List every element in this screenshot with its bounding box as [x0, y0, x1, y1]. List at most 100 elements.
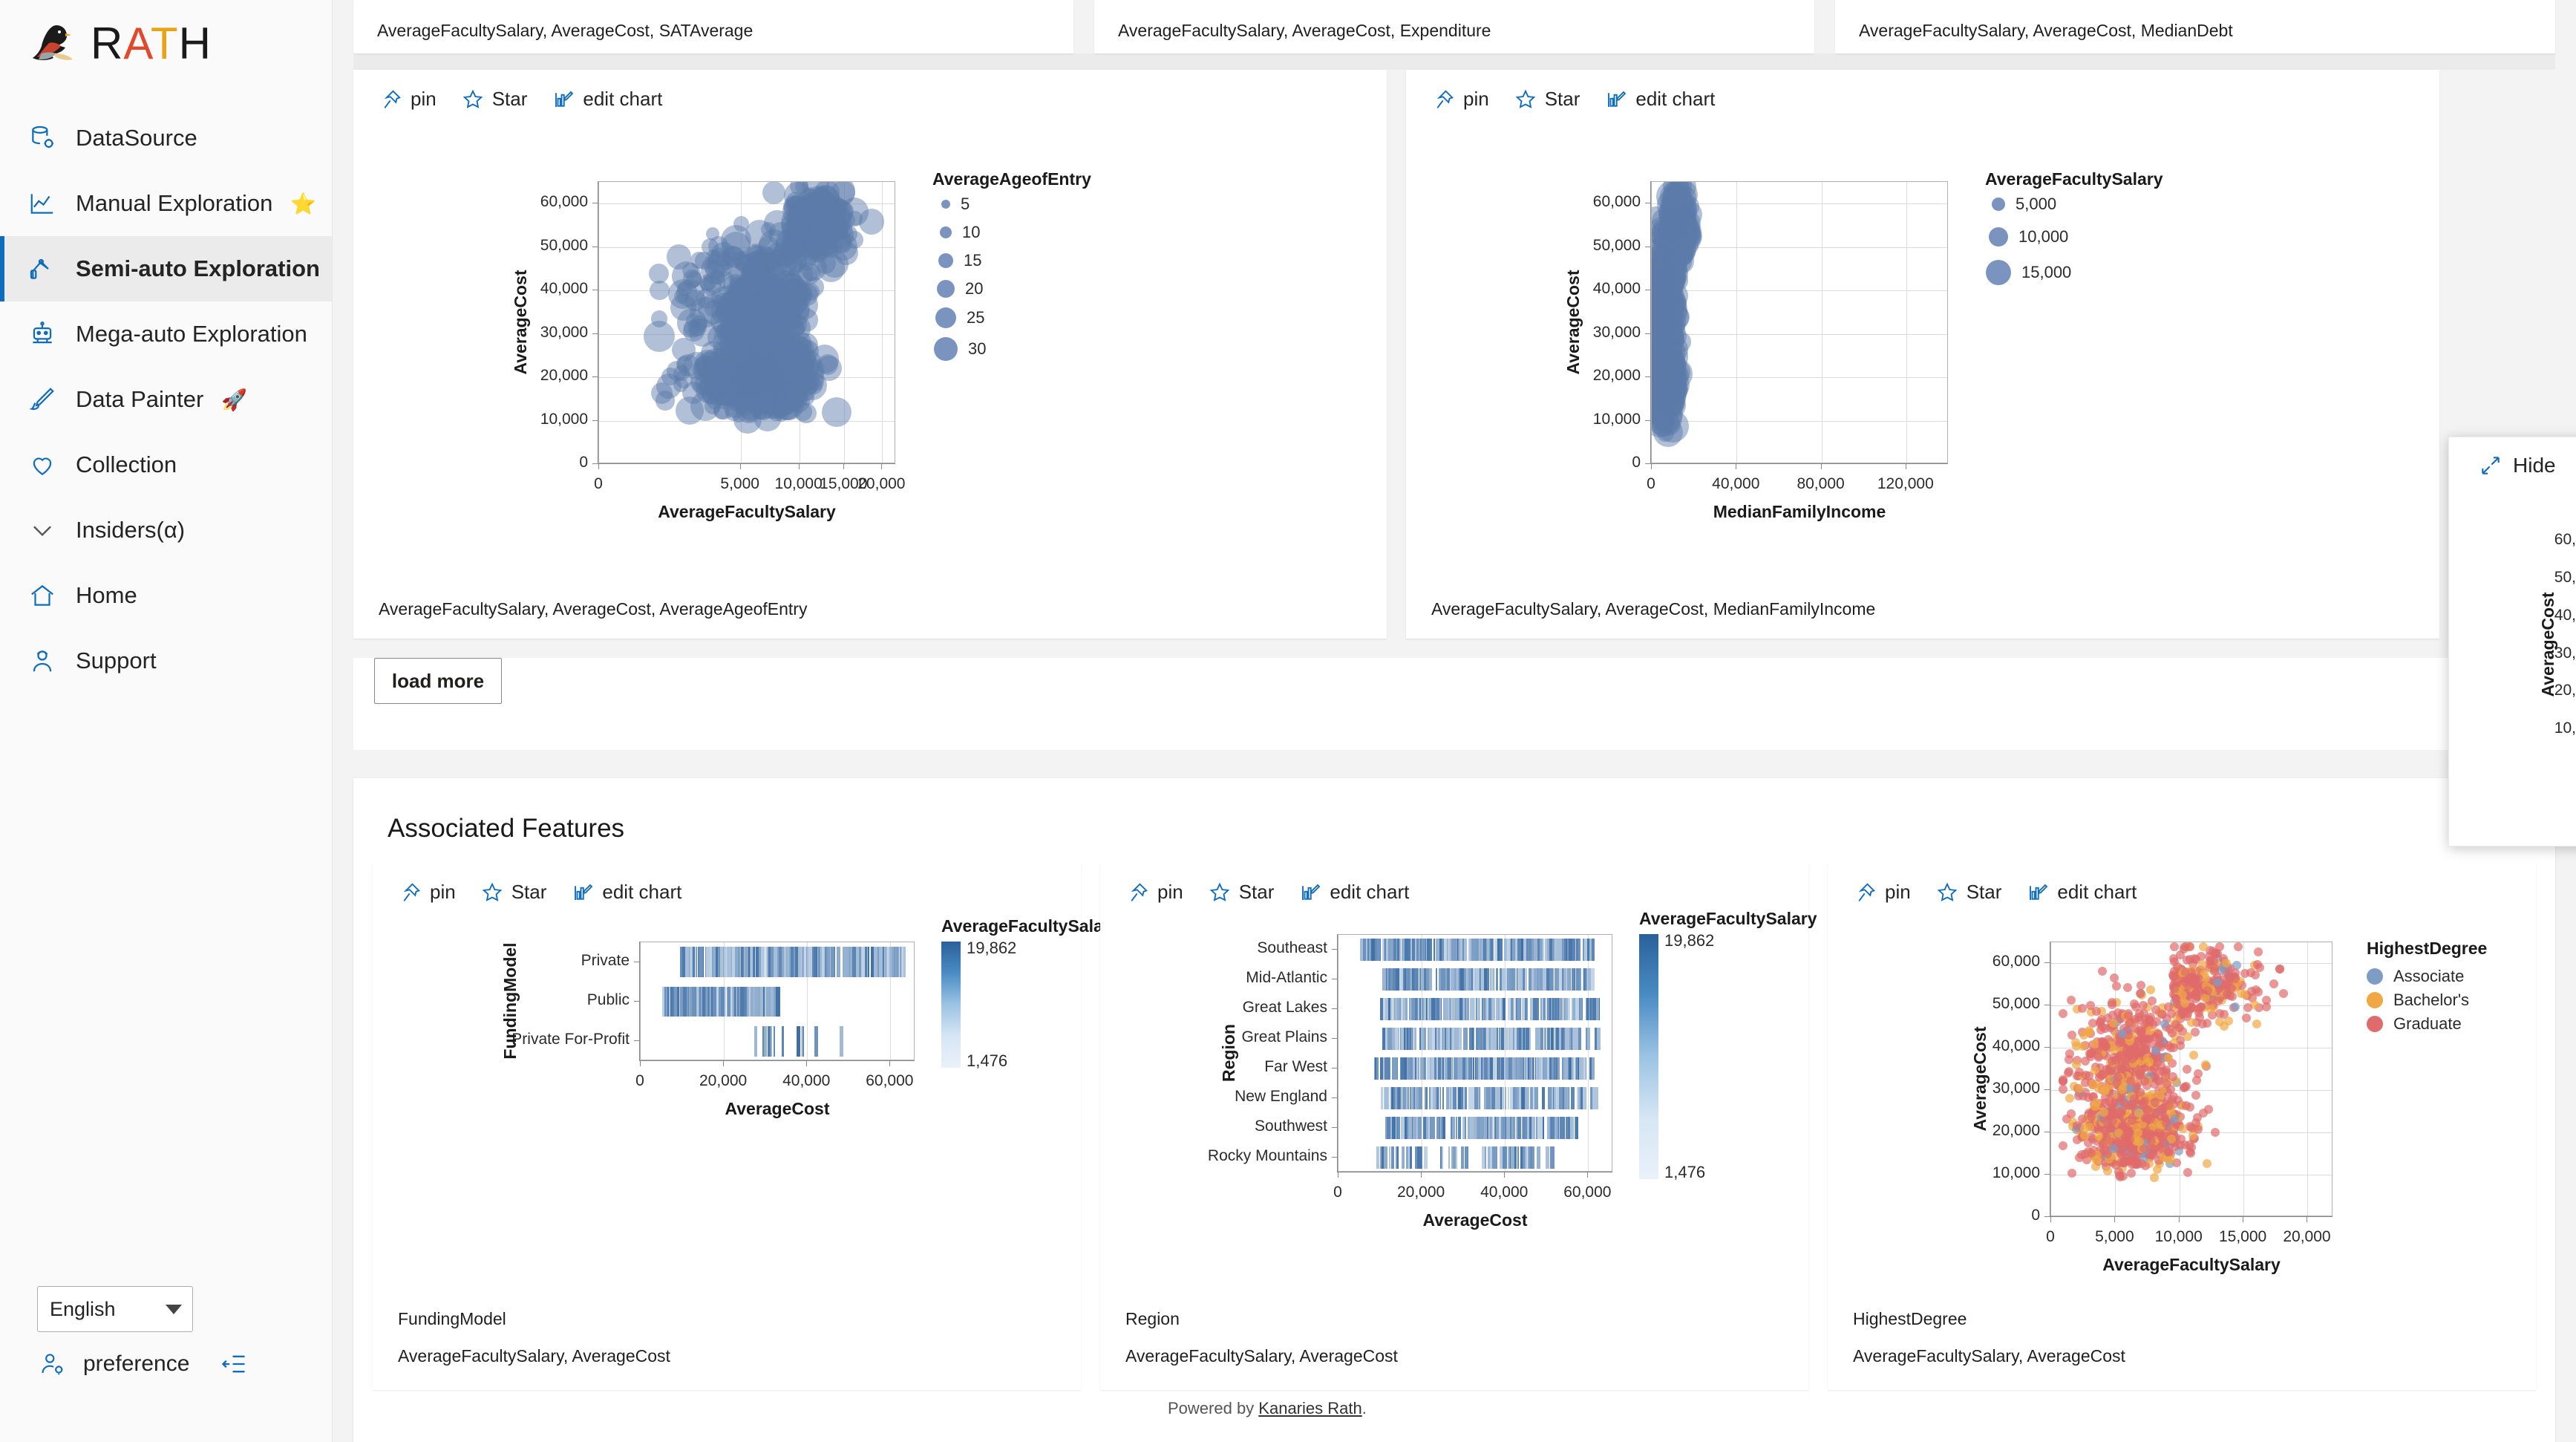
data-point [744, 340, 765, 361]
strip-mark [1384, 1146, 1388, 1169]
sidebar-item-collection[interactable]: Collection [0, 432, 332, 497]
star-button[interactable]: Star [462, 88, 527, 111]
x-tick-label: 20,000 [699, 1072, 748, 1089]
data-point [768, 357, 782, 371]
top-card[interactable]: AverageFacultySalary, AverageCost, Media… [1835, 0, 2555, 53]
pin-button[interactable]: pin [1127, 881, 1183, 904]
plot-area [598, 181, 895, 463]
legend-item[interactable]: 30 [932, 337, 986, 361]
strip-mark [685, 947, 690, 977]
strip-mark [1422, 938, 1426, 962]
edit-chart-button[interactable]: edit chart [552, 88, 662, 111]
chart-card-medianfamilyincome: pin Star [1406, 70, 2439, 639]
edit-chart-button[interactable]: edit chart [2027, 881, 2137, 904]
x-tick-label: 60,000 [866, 1072, 914, 1089]
data-point [1652, 267, 1676, 290]
star-button[interactable]: Star [481, 881, 546, 904]
language-select[interactable]: English [37, 1286, 193, 1332]
strip-mark [1466, 997, 1469, 1021]
legend-item[interactable]: 10 [932, 223, 980, 242]
data-point [695, 358, 713, 376]
star-button[interactable]: Star [1514, 88, 1580, 111]
data-point [716, 373, 739, 397]
strip-mark [1535, 1027, 1540, 1051]
sidebar-item-label: Data Painter [76, 386, 204, 412]
sidebar-item-data-painter[interactable]: Data Painter 🚀 [0, 367, 332, 432]
strip-mark [716, 986, 719, 1017]
data-point [810, 200, 831, 222]
data-point [745, 287, 768, 310]
strip-mark [1428, 968, 1432, 991]
strip-mark [1442, 1086, 1444, 1110]
strip-mark [1420, 1057, 1425, 1080]
data-point [772, 360, 794, 382]
y-tick-label: 0 [579, 454, 588, 471]
legend-item[interactable]: 10,000 [1985, 227, 2068, 247]
pin-button[interactable]: pin [399, 881, 456, 904]
strip-mark [725, 947, 728, 977]
legend-item[interactable]: 20 [932, 279, 983, 298]
strip-mark [1489, 938, 1491, 962]
strip-mark [1468, 1057, 1471, 1080]
data-point [2230, 1002, 2240, 1012]
strip-mark [808, 947, 812, 977]
star-button[interactable]: Star [1209, 881, 1274, 904]
strip-mark [697, 986, 699, 1017]
scatter-plot-medianfamilyincome[interactable]: 0 10,000 20,000 30,000 40,000 50,000 60,000 0 40… [1406, 122, 2439, 538]
data-point [786, 233, 806, 253]
strip-mark [1558, 997, 1563, 1021]
strip-mark [1511, 968, 1515, 991]
sidebar-item-mega-auto-exploration[interactable]: Mega-auto Exploration [0, 301, 332, 367]
brush-icon [27, 384, 58, 415]
sidebar-item-label: Manual Exploration [76, 190, 273, 216]
scatter-plot-highestdegree[interactable]: 0 10,000 20,000 30,000 40,000 50,000 60,000 0 5,… [1828, 912, 2563, 1357]
data-point [808, 210, 831, 233]
x-axis-line [640, 1060, 915, 1061]
pin-button[interactable]: pin [1854, 881, 1911, 904]
pin-button[interactable]: pin [1433, 88, 1489, 111]
top-card[interactable]: AverageFacultySalary, AverageCost, SATAv… [353, 0, 1073, 53]
gridline-y [599, 333, 895, 335]
pin-button[interactable]: pin [380, 88, 437, 111]
scatter-plot-ageofentry[interactable]: 0 10,000 20,000 30,000 40,000 50,000 60,000 0 5,… [353, 122, 1387, 538]
top-card[interactable]: AverageFacultySalary, AverageCost, Expen… [1094, 0, 1814, 53]
data-point [1652, 354, 1684, 387]
data-point [714, 372, 741, 399]
sidebar-item-home[interactable]: Home [0, 563, 332, 628]
sidebar-item-manual-exploration[interactable]: Manual Exploration ⭐ [0, 171, 332, 236]
edit-chart-button[interactable]: edit chart [1299, 881, 1409, 904]
sidebar-item-datasource[interactable]: DataSource [0, 105, 332, 171]
strip-plot-fundingmodel[interactable]: Private Public Private For-Profit 0 20,000 40… [373, 912, 1119, 1224]
gridline-x [2307, 942, 2309, 1216]
data-point [2094, 1053, 2103, 1063]
legend-item[interactable]: 25 [932, 307, 984, 328]
strip-mark [721, 986, 725, 1017]
strip-mark [852, 947, 857, 977]
strip-mark [1459, 997, 1462, 1021]
strip-plot-region[interactable]: Southeast Mid-Atlantic Great Lakes Great Pl… [1100, 909, 1835, 1328]
star-button[interactable]: Star [1936, 881, 2001, 904]
legend-item[interactable]: 15 [932, 251, 981, 270]
card-title: Region [1125, 1309, 1180, 1328]
data-point [742, 307, 763, 329]
legend-item[interactable]: 15,000 [1985, 260, 2071, 285]
sidebar-item-insiders[interactable]: Insiders(α) [0, 497, 332, 563]
legend-title: AverageFacultySalary [1639, 909, 1817, 928]
sidebar-item-semi-auto-exploration[interactable]: Semi-auto Exploration ⭐ [0, 236, 364, 301]
strip-mark [1551, 1057, 1554, 1080]
strip-mark [1503, 1027, 1507, 1051]
legend-item[interactable]: 5,000 [1985, 195, 2056, 214]
edit-chart-button[interactable]: edit chart [572, 881, 681, 904]
data-point [766, 296, 787, 316]
legend-item[interactable]: 5 [932, 195, 970, 214]
collapse-panel-icon[interactable] [220, 1352, 247, 1376]
load-more-button[interactable]: load more [374, 658, 502, 704]
edit-chart-button[interactable]: edit chart [1605, 88, 1715, 111]
data-point [767, 349, 788, 371]
data-point [772, 359, 799, 387]
sidebar-item-support[interactable]: Support [0, 628, 332, 694]
strip-mark [1426, 997, 1428, 1021]
sidebar-item-label: Semi-auto Exploration [76, 255, 320, 281]
x-tick-mark [843, 463, 845, 469]
preference-row[interactable]: preference [37, 1348, 332, 1380]
